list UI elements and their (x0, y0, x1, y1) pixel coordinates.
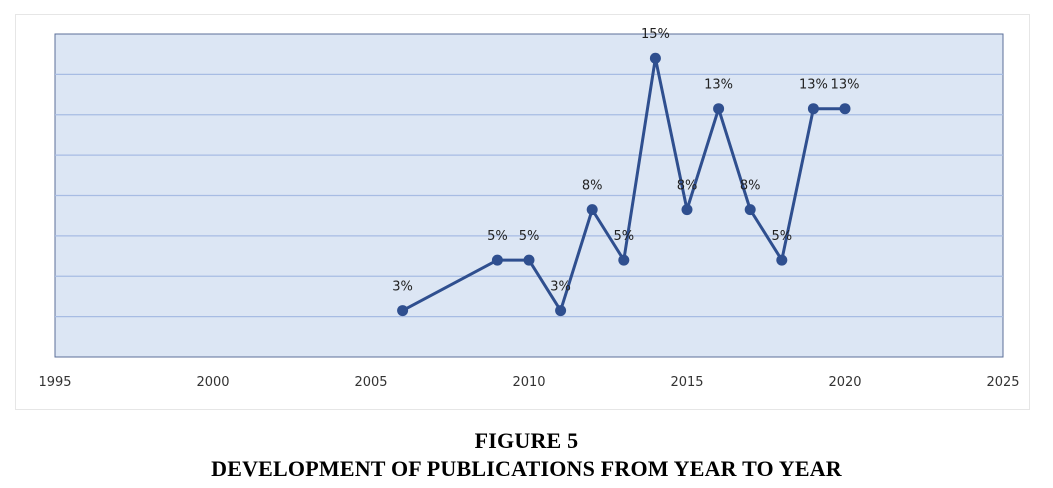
data-point (397, 305, 409, 317)
x-tick-label: 2010 (512, 375, 545, 390)
data-label: 13% (799, 78, 828, 93)
x-tick-label: 2000 (196, 375, 229, 390)
figure-title: DEVELOPMENT OF PUBLICATIONS FROM YEAR TO… (211, 456, 842, 481)
x-tick-label: 2025 (986, 375, 1019, 390)
data-label: 3% (550, 280, 571, 295)
data-label: 8% (677, 179, 698, 194)
line-chart: 1995 2000 2005 2010 2015 2020 2025 3% 5% 5% 3% 8% 5… (38, 27, 1019, 390)
data-point (649, 52, 661, 64)
data-label: 8% (582, 179, 603, 194)
x-tick-label: 2020 (828, 375, 861, 390)
data-point (744, 204, 756, 216)
data-label: 5% (613, 229, 634, 244)
data-label: 5% (487, 229, 508, 244)
x-tick-label: 1995 (38, 375, 71, 390)
data-label: 13% (704, 78, 733, 93)
data-point (618, 254, 630, 266)
data-labels: 3%5% 5%3%8%5%15%8%13%8%5%13% 13% (392, 27, 859, 294)
data-point (491, 254, 503, 266)
data-point (555, 305, 567, 317)
data-label: 5% (771, 229, 792, 244)
data-label: 8% (740, 179, 761, 194)
figure-number: FIGURE 5 (474, 428, 579, 453)
gridlines (55, 73, 1003, 318)
data-point (776, 254, 788, 266)
data-label: 3% (392, 280, 413, 295)
data-point (681, 204, 693, 216)
data-point (807, 103, 819, 115)
data-point (839, 103, 851, 115)
x-tick-label: 2005 (354, 375, 387, 390)
data-label: 15% (641, 27, 670, 42)
x-tick-label: 2015 (670, 375, 703, 390)
data-points (397, 52, 851, 317)
data-label: 13% (831, 78, 860, 93)
data-point (523, 254, 535, 266)
x-axis: 1995 2000 2005 2010 2015 2020 2025 (38, 375, 1019, 390)
data-label: 5% (519, 229, 540, 244)
data-point (586, 204, 598, 216)
data-point (713, 103, 725, 115)
